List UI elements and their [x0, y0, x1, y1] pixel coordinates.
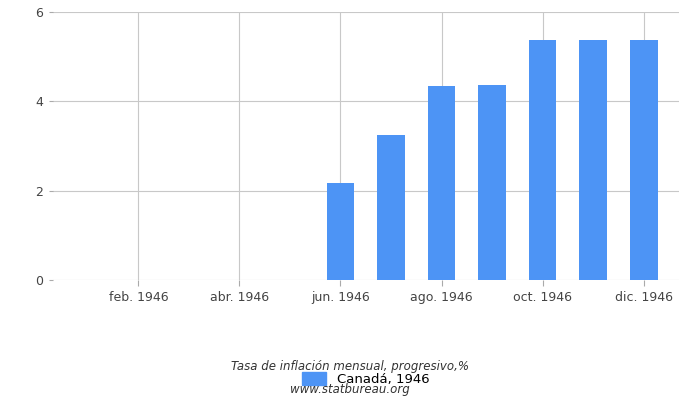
Bar — [630, 40, 657, 280]
Bar — [579, 40, 607, 280]
Bar — [478, 85, 506, 280]
Bar — [528, 40, 556, 280]
Text: www.statbureau.org: www.statbureau.org — [290, 383, 410, 396]
Legend: Canadá, 1946: Canadá, 1946 — [302, 372, 429, 386]
Text: Tasa de inflación mensual, progresivo,%: Tasa de inflación mensual, progresivo,% — [231, 360, 469, 373]
Bar — [377, 135, 405, 280]
Bar — [428, 86, 456, 280]
Bar — [327, 183, 354, 280]
